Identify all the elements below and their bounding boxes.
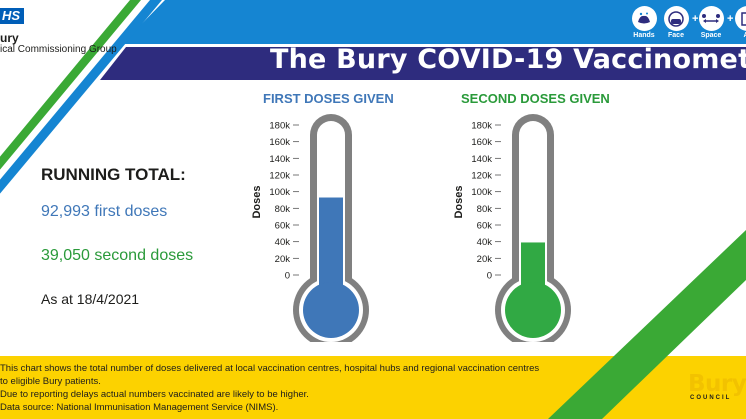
tick-label: 140k <box>471 154 492 165</box>
tick-label: 40k <box>477 237 493 248</box>
tick-label: 180k <box>471 121 492 132</box>
second-doses-thermometer: 0 20k 40k 60k 80k 100k 120k 140k 160k 180k Doses <box>453 114 571 342</box>
tick-label: 20k <box>275 254 291 265</box>
tick-label: 140k <box>269 154 290 165</box>
diagonal-blue-stripe <box>0 0 162 194</box>
tick-label: 180k <box>269 121 290 132</box>
footer-note: Data source: National Immunisation Manag… <box>0 402 279 413</box>
tick-label: 40k <box>275 237 291 248</box>
footer-note: to eligible Bury patients. <box>0 376 101 387</box>
page-title: The Bury COVID-19 Vaccinometer <box>270 44 746 75</box>
tick-label: 0 <box>487 271 492 282</box>
tick-label: 160k <box>471 137 492 148</box>
first-doses-total: 92,993 first doses <box>41 203 168 220</box>
first-doses-chart-title: FIRST DOSES GIVEN <box>263 91 394 106</box>
face-icon-group: Face <box>662 6 690 39</box>
air-icon-group: Ai <box>733 6 746 39</box>
space-icon <box>698 6 724 31</box>
bury-council-logo-subtext: COUNCIL <box>690 395 732 401</box>
ccg-subtitle: ical Commissioning Group <box>0 44 117 55</box>
icon-label: Hands <box>633 32 655 39</box>
tick-label: 120k <box>269 171 290 182</box>
hands-icon <box>631 6 657 31</box>
icon-label: Face <box>668 32 684 39</box>
dose-fill-bulb <box>303 282 359 338</box>
footer-note: Due to reporting delays actual numbers v… <box>0 389 309 400</box>
icon-label: Space <box>700 32 722 39</box>
nhs-logo: HS <box>0 8 24 24</box>
second-doses-chart-title: SECOND DOSES GIVEN <box>461 91 610 106</box>
hands-icon-group: Hands <box>630 6 658 39</box>
tick-label: 100k <box>471 187 492 198</box>
second-doses-total: 39,050 second doses <box>41 247 194 264</box>
tick-label: 80k <box>275 204 291 215</box>
tick-label: 60k <box>477 221 493 232</box>
yellow-bottom-band <box>0 356 746 419</box>
plus-separator: + <box>692 13 699 25</box>
ccg-name: ury <box>0 31 19 45</box>
tick-label: 60k <box>275 221 291 232</box>
tick-label: 80k <box>477 204 493 215</box>
dose-fill-bulb <box>505 282 561 338</box>
footer-note: This chart shows the total number of dos… <box>0 363 540 374</box>
y-axis-label: Doses <box>453 185 465 218</box>
space-icon-group: Space <box>697 6 725 39</box>
first-doses-thermometer: 0 20k 40k 60k 80k 100k 120k 140k 160k 180k Doses <box>251 114 369 342</box>
tick-label: 0 <box>285 271 290 282</box>
air-icon <box>734 6 746 31</box>
tick-label: 160k <box>269 137 290 148</box>
diagonal-green-stripe-bottom <box>548 230 746 419</box>
face-icon <box>663 6 689 31</box>
icon-label: Ai <box>733 32 746 39</box>
tick-label: 120k <box>471 171 492 182</box>
top-blue-band <box>122 0 746 44</box>
tick-label: 20k <box>477 254 493 265</box>
as-at-date: As at 18/4/2021 <box>41 291 140 307</box>
plus-separator: + <box>727 13 734 25</box>
diagonal-green-stripe-top <box>0 0 141 170</box>
title-band <box>100 47 746 80</box>
tick-label: 100k <box>269 187 290 198</box>
bury-council-logo: Bury <box>688 371 746 397</box>
running-total-heading: RUNNING TOTAL: <box>41 165 186 184</box>
y-axis-label: Doses <box>251 185 263 218</box>
